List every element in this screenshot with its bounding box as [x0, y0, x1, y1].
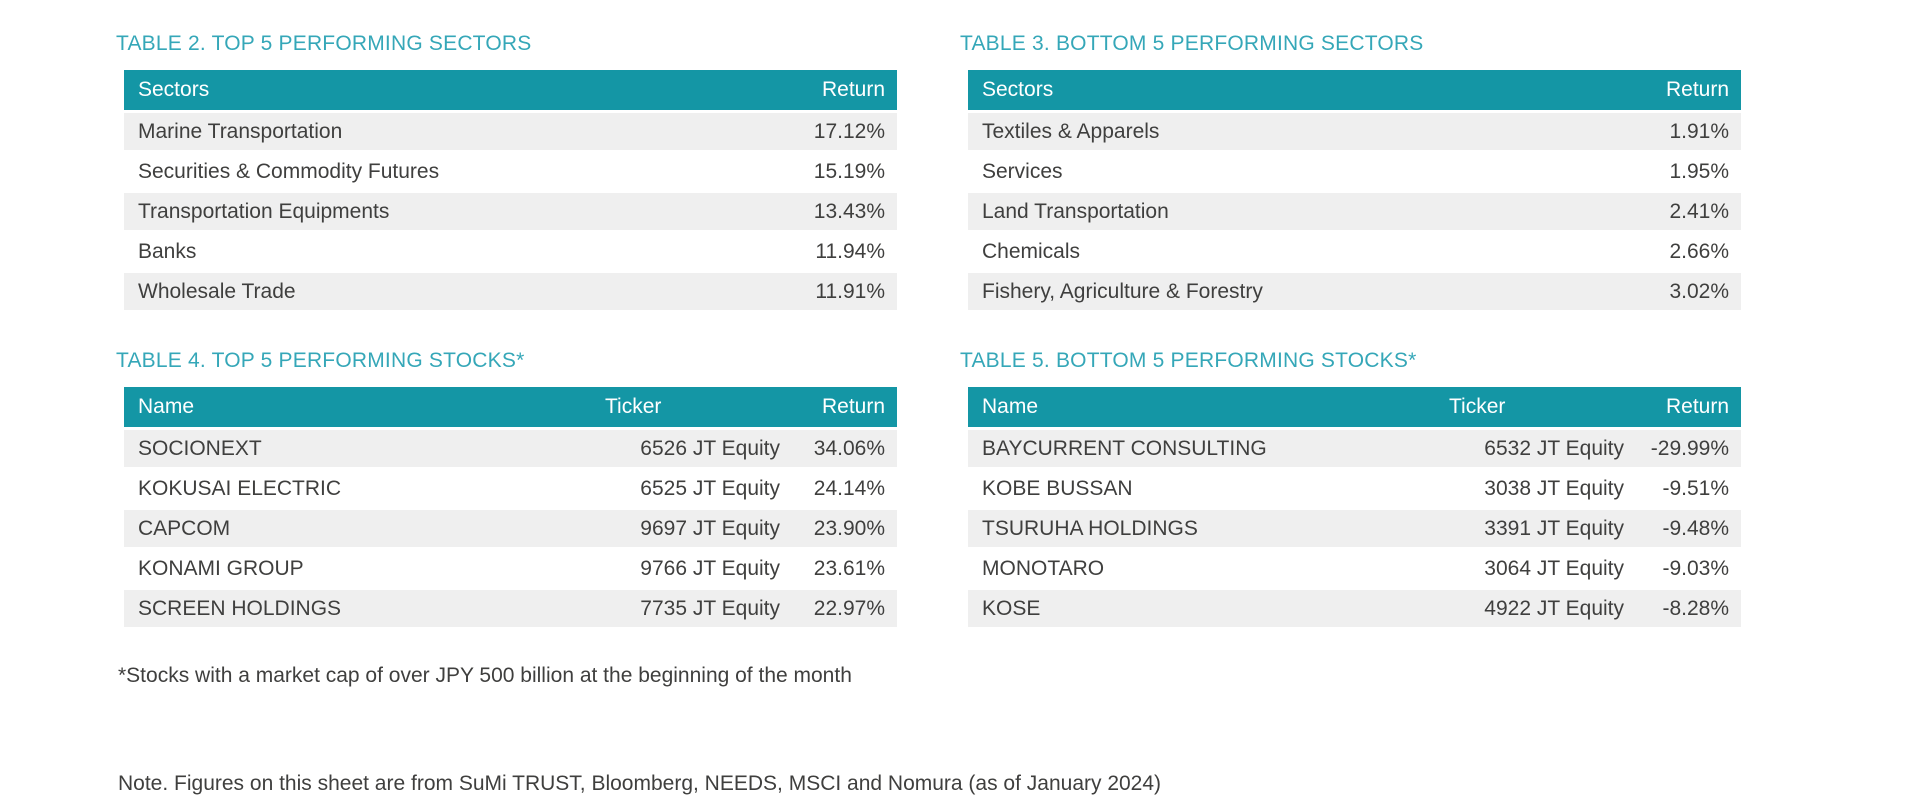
return-cell: 15.19%	[813, 159, 885, 183]
column-header-return: Return	[821, 395, 885, 418]
return-cell: 23.90%	[813, 516, 885, 540]
return-cell: -29.99%	[1650, 436, 1729, 460]
table-bottom5-sectors: TABLE 3. BOTTOM 5 PERFORMING SECTORS Sec…	[960, 30, 1741, 313]
table-row: MONOTARO 3064 JT Equity -9.03%	[968, 550, 1741, 587]
return-cell: 1.95%	[1669, 159, 1729, 183]
table-row: Chemicals 2.66%	[968, 233, 1741, 270]
column-header-ticker: Ticker	[605, 395, 662, 418]
table-row: Wholesale Trade 11.91%	[124, 273, 897, 310]
table-row: SCREEN HOLDINGS 7735 JT Equity 22.97%	[124, 590, 897, 627]
sector-cell: Transportation Equipments	[138, 199, 390, 223]
table-row: Land Transportation 2.41%	[968, 193, 1741, 230]
table-row: Services 1.95%	[968, 153, 1741, 190]
table-title: TABLE 4. TOP 5 PERFORMING STOCKS*	[116, 349, 525, 372]
return-cell: 11.91%	[815, 279, 885, 303]
return-cell: -9.48%	[1662, 516, 1729, 540]
stock-name-cell: KOKUSAI ELECTRIC	[138, 476, 342, 500]
table-row: Transportation Equipments 13.43%	[124, 193, 897, 230]
table-row: Banks 11.94%	[124, 233, 897, 270]
sector-cell: Wholesale Trade	[138, 279, 296, 303]
table-row: SOCIONEXT 6526 JT Equity 34.06%	[124, 430, 897, 467]
stock-name-cell: KONAMI GROUP	[138, 556, 304, 580]
return-cell: 1.91%	[1669, 119, 1729, 143]
ticker-cell: 3038 JT Equity	[1484, 476, 1624, 500]
sector-cell: Marine Transportation	[138, 119, 343, 143]
column-header-sectors: Sectors	[982, 78, 1054, 101]
sector-cell: Services	[982, 159, 1063, 183]
stock-name-cell: SCREEN HOLDINGS	[138, 596, 342, 620]
return-cell: -9.51%	[1662, 476, 1729, 500]
table-row: KONAMI GROUP 9766 JT Equity 23.61%	[124, 550, 897, 587]
table-row: TSURUHA HOLDINGS 3391 JT Equity -9.48%	[968, 510, 1741, 547]
table-top5-sectors: TABLE 2. TOP 5 PERFORMING SECTORS Sector…	[116, 30, 897, 313]
market-cap-footnote: *Stocks with a market cap of over JPY 50…	[118, 664, 852, 687]
table-row: KOSE 4922 JT Equity -8.28%	[968, 590, 1741, 627]
return-cell: 22.97%	[813, 596, 885, 620]
ticker-cell: 9697 JT Equity	[640, 516, 780, 540]
column-header-sectors: Sectors	[138, 78, 210, 101]
sector-cell: Banks	[138, 239, 197, 263]
stock-name-cell: MONOTARO	[982, 556, 1105, 580]
table-header-row: Sectors Return	[968, 70, 1741, 110]
return-cell: -9.03%	[1662, 556, 1729, 580]
table-row: KOBE BUSSAN 3038 JT Equity -9.51%	[968, 470, 1741, 507]
table-row: Textiles & Apparels 1.91%	[968, 113, 1741, 150]
column-header-return: Return	[1665, 395, 1729, 418]
return-cell: 2.66%	[1669, 239, 1729, 263]
ticker-cell: 7735 JT Equity	[640, 596, 780, 620]
sector-cell: Chemicals	[982, 239, 1081, 263]
source-note: Note. Figures on this sheet are from SuM…	[118, 772, 1162, 795]
table-row: Fishery, Agriculture & Forestry 3.02%	[968, 273, 1741, 310]
ticker-cell: 3391 JT Equity	[1484, 516, 1624, 540]
sector-cell: Securities & Commodity Futures	[138, 159, 440, 183]
ticker-cell: 6525 JT Equity	[640, 476, 780, 500]
stock-name-cell: CAPCOM	[138, 516, 231, 540]
ticker-cell: 6532 JT Equity	[1484, 436, 1624, 460]
stock-name-cell: SOCIONEXT	[138, 436, 262, 460]
ticker-cell: 9766 JT Equity	[640, 556, 780, 580]
table-header-row: Name Ticker Return	[968, 387, 1741, 427]
column-header-return: Return	[821, 78, 885, 101]
table-title: TABLE 5. BOTTOM 5 PERFORMING STOCKS*	[960, 349, 1417, 372]
return-cell: 17.12%	[813, 119, 885, 143]
ticker-cell: 3064 JT Equity	[1484, 556, 1624, 580]
column-header-name: Name	[138, 395, 195, 418]
table-header-row: Sectors Return	[124, 70, 897, 110]
return-cell: 24.14%	[813, 476, 885, 500]
table-row: Securities & Commodity Futures 15.19%	[124, 153, 897, 190]
return-cell: 13.43%	[813, 199, 885, 223]
return-cell: 11.94%	[815, 239, 885, 263]
stock-name-cell: KOBE BUSSAN	[982, 476, 1133, 500]
column-header-name: Name	[982, 395, 1039, 418]
return-cell: 34.06%	[813, 436, 885, 460]
return-cell: -8.28%	[1662, 596, 1729, 620]
stock-name-cell: TSURUHA HOLDINGS	[982, 516, 1198, 540]
table-top5-stocks: TABLE 4. TOP 5 PERFORMING STOCKS* Name T…	[116, 347, 897, 630]
return-cell: 23.61%	[813, 556, 885, 580]
table-row: Marine Transportation 17.12%	[124, 113, 897, 150]
sector-cell: Fishery, Agriculture & Forestry	[982, 279, 1263, 303]
table-row: KOKUSAI ELECTRIC 6525 JT Equity 24.14%	[124, 470, 897, 507]
return-cell: 3.02%	[1669, 279, 1729, 303]
table-title: TABLE 2. TOP 5 PERFORMING SECTORS	[116, 32, 532, 55]
table-row: BAYCURRENT CONSULTING 6532 JT Equity -29…	[968, 430, 1741, 467]
table-header-row: Name Ticker Return	[124, 387, 897, 427]
table-row: CAPCOM 9697 JT Equity 23.90%	[124, 510, 897, 547]
ticker-cell: 4922 JT Equity	[1484, 596, 1624, 620]
table-bottom5-stocks: TABLE 5. BOTTOM 5 PERFORMING STOCKS* Nam…	[960, 347, 1741, 630]
stock-name-cell: BAYCURRENT CONSULTING	[982, 436, 1267, 460]
return-cell: 2.41%	[1669, 199, 1729, 223]
stock-name-cell: KOSE	[982, 596, 1041, 620]
column-header-ticker: Ticker	[1449, 395, 1506, 418]
ticker-cell: 6526 JT Equity	[640, 436, 780, 460]
column-header-return: Return	[1665, 78, 1729, 101]
sector-cell: Land Transportation	[982, 199, 1169, 223]
sector-cell: Textiles & Apparels	[982, 119, 1160, 143]
table-title: TABLE 3. BOTTOM 5 PERFORMING SECTORS	[960, 32, 1424, 55]
